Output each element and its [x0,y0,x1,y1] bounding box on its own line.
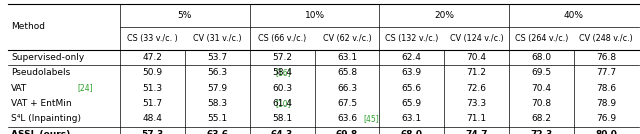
Text: 5%: 5% [178,11,192,20]
Text: 71.2: 71.2 [467,68,486,77]
Text: 62.4: 62.4 [402,53,422,62]
Text: [24]: [24] [77,84,93,93]
Text: CS (264 v./c.): CS (264 v./c.) [515,34,568,43]
Text: 68.2: 68.2 [531,114,552,123]
Text: 70.4: 70.4 [531,84,552,93]
Text: 65.8: 65.8 [337,68,357,77]
Text: 65.9: 65.9 [402,99,422,108]
Text: 51.3: 51.3 [142,84,163,93]
Text: 58.3: 58.3 [207,99,227,108]
Text: 51.7: 51.7 [142,99,163,108]
Text: Supervised-only: Supervised-only [11,53,84,62]
Text: 71.1: 71.1 [467,114,486,123]
Text: 50.9: 50.9 [142,68,163,77]
Text: 63.6: 63.6 [337,114,357,123]
Text: 69.8: 69.8 [336,130,358,134]
Text: 57.9: 57.9 [207,84,227,93]
Text: CS (33 v./c. ): CS (33 v./c. ) [127,34,178,43]
Text: 65.6: 65.6 [402,84,422,93]
Text: CS (132 v./c.): CS (132 v./c.) [385,34,438,43]
Text: 77.7: 77.7 [596,68,616,77]
Text: 72.3: 72.3 [531,130,552,134]
Text: [45]: [45] [364,114,380,123]
Text: Method: Method [11,22,45,31]
Text: 63.1: 63.1 [337,53,357,62]
Text: CV (124 v./c.): CV (124 v./c.) [450,34,504,43]
Text: [16]: [16] [275,68,291,77]
Text: 76.9: 76.9 [596,114,616,123]
Text: 57.2: 57.2 [272,53,292,62]
Text: 63.9: 63.9 [402,68,422,77]
Text: 70.8: 70.8 [531,99,552,108]
Text: 66.3: 66.3 [337,84,357,93]
Text: CV (62 v./c.): CV (62 v./c.) [323,34,371,43]
Text: 63.6: 63.6 [206,130,228,134]
Text: ASSL (ours): ASSL (ours) [11,130,70,134]
Text: 47.2: 47.2 [143,53,163,62]
Text: 78.9: 78.9 [596,99,616,108]
Text: 69.5: 69.5 [531,68,552,77]
Text: 64.3: 64.3 [271,130,293,134]
Text: 48.4: 48.4 [143,114,163,123]
Text: 68.0: 68.0 [531,53,552,62]
Text: 78.6: 78.6 [596,84,616,93]
Text: 56.3: 56.3 [207,68,227,77]
Text: 53.7: 53.7 [207,53,227,62]
Text: VAT: VAT [11,84,27,93]
Text: CS (66 v./c.): CS (66 v./c.) [258,34,306,43]
Text: 72.6: 72.6 [467,84,486,93]
Text: 20%: 20% [434,11,454,20]
Text: 58.1: 58.1 [272,114,292,123]
Text: 73.3: 73.3 [467,99,486,108]
Text: 68.0: 68.0 [401,130,423,134]
Text: 55.1: 55.1 [207,114,227,123]
Text: 10%: 10% [305,11,324,20]
Text: S⁴L (Inpainting): S⁴L (Inpainting) [11,114,81,123]
Text: 40%: 40% [564,11,584,20]
Text: 60.3: 60.3 [272,84,292,93]
Text: 74.7: 74.7 [465,130,488,134]
Text: 57.3: 57.3 [141,130,164,134]
Text: 58.4: 58.4 [272,68,292,77]
Text: [10]: [10] [275,99,291,108]
Text: CV (31 v./c.): CV (31 v./c.) [193,34,241,43]
Text: 76.8: 76.8 [596,53,616,62]
Text: 80.0: 80.0 [595,130,617,134]
Text: 63.1: 63.1 [402,114,422,123]
Text: 61.4: 61.4 [272,99,292,108]
Text: 70.4: 70.4 [467,53,486,62]
Text: 67.5: 67.5 [337,99,357,108]
Text: CV (248 v./c.): CV (248 v./c.) [579,34,633,43]
Text: Pseudolabels: Pseudolabels [11,68,70,77]
Text: VAT + EntMin: VAT + EntMin [11,99,72,108]
